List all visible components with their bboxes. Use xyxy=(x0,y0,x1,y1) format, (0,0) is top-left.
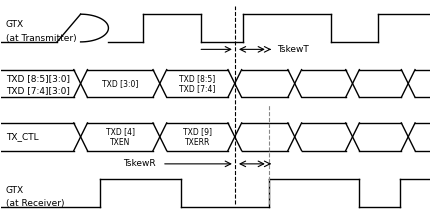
Text: TskewT: TskewT xyxy=(276,45,308,54)
Text: TXERR: TXERR xyxy=(184,138,209,147)
Text: TXD [7:4]: TXD [7:4] xyxy=(179,84,215,93)
Text: TXD [8:5]: TXD [8:5] xyxy=(179,74,215,83)
Text: TskewR: TskewR xyxy=(123,159,156,168)
Text: (at Receiver): (at Receiver) xyxy=(6,199,64,208)
Text: TXD [4]: TXD [4] xyxy=(105,127,135,136)
Text: TXD [3:0]: TXD [3:0] xyxy=(102,79,138,88)
Text: TX_CTL: TX_CTL xyxy=(6,132,38,141)
Text: TXD [7:4][3:0]: TXD [7:4][3:0] xyxy=(6,86,69,95)
Text: TXD [8:5][3:0]: TXD [8:5][3:0] xyxy=(6,74,70,83)
Text: TXEN: TXEN xyxy=(110,138,130,147)
Text: GTX: GTX xyxy=(6,186,24,195)
Text: GTX: GTX xyxy=(6,20,24,29)
Text: (at Transmitter): (at Transmitter) xyxy=(6,34,76,43)
Text: TXD [9]: TXD [9] xyxy=(182,127,211,136)
